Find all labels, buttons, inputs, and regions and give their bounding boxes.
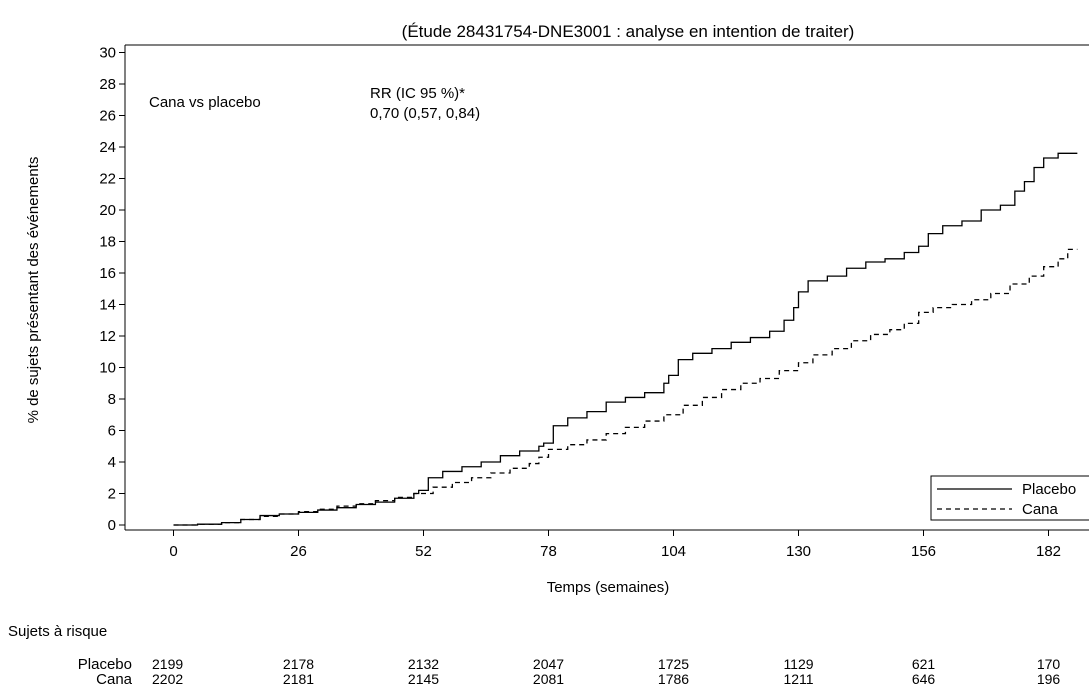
risk-count-cana: 2181: [283, 671, 314, 687]
risk-count-placebo: 170: [1037, 656, 1061, 672]
risk-count-cana: 1211: [783, 671, 813, 687]
y-tick-label: 12: [99, 328, 116, 345]
x-tick-label: 0: [169, 543, 177, 560]
risk-count-placebo: 2178: [283, 656, 314, 672]
series-line-cana: [173, 248, 1078, 526]
risk-table-header: Sujets à risque: [8, 623, 107, 640]
risk-count-placebo: 2199: [152, 656, 183, 672]
y-tick-label: 16: [99, 265, 116, 282]
series-layer: [173, 152, 1078, 526]
x-tick-label: 26: [290, 543, 307, 560]
risk-count-cana: 2202: [152, 671, 183, 687]
y-tick-label: 26: [99, 108, 116, 125]
risk-table-values: 2199 2178 2132 2047 1725 1129 621 170 2202 2181 21…: [152, 656, 1060, 687]
y-tick-label: 0: [108, 517, 116, 534]
legend-box: [930, 475, 1089, 521]
risk-count-cana: 1786: [658, 671, 689, 687]
y-tick-label: 8: [108, 391, 116, 408]
x-tick-label: 104: [661, 543, 686, 560]
risk-count-placebo: 1725: [658, 656, 689, 672]
plot-frame: [124, 44, 1089, 531]
x-tick-label: 130: [786, 543, 811, 560]
risk-count-cana: 2081: [533, 671, 564, 687]
rr-header-annotation: RR (IC 95 %)*: [370, 85, 465, 102]
risk-row-label-placebo: Placebo: [78, 656, 132, 673]
legend: Placebo Cana: [930, 475, 1089, 521]
risk-count-placebo: 621: [912, 656, 936, 672]
y-tick-label: 30: [99, 45, 116, 62]
x-tick-label: 52: [415, 543, 432, 560]
y-tick-label: 2: [108, 486, 116, 503]
y-axis-label: % de sujets présentant des événements: [25, 157, 42, 424]
risk-count-placebo: 2132: [408, 656, 439, 672]
y-tick-label: 18: [99, 234, 116, 251]
y-tick-label: 10: [99, 360, 116, 377]
x-axis-label: Temps (semaines): [547, 579, 670, 596]
comparison-annotation: Cana vs placebo: [149, 94, 261, 111]
risk-count-cana: 646: [912, 671, 936, 687]
risk-count-cana: 196: [1037, 671, 1061, 687]
y-tick-label: 6: [108, 423, 116, 440]
rr-value-annotation: 0,70 (0,57, 0,84): [370, 105, 480, 122]
legend-label-placebo: Placebo: [1022, 481, 1076, 498]
x-tick-label: 156: [911, 543, 936, 560]
risk-count-cana: 2145: [408, 671, 439, 687]
y-tick-label: 4: [108, 454, 116, 471]
x-tick-label: 182: [1036, 543, 1061, 560]
y-tick-label: 24: [99, 139, 116, 156]
risk-row-label-cana: Cana: [96, 671, 133, 687]
y-tick-label: 22: [99, 171, 116, 188]
chart-title: (Étude 28431754-DNE3001 : analyse en int…: [402, 22, 855, 41]
x-tick-label: 78: [540, 543, 557, 560]
x-axis: 0 26 52 78 104 130 156 182: [169, 530, 1061, 560]
y-tick-label: 14: [99, 297, 116, 314]
risk-count-placebo: 1129: [783, 656, 813, 672]
series-line-placebo: [173, 152, 1078, 526]
y-tick-label: 20: [99, 202, 116, 219]
y-tick-label: 28: [99, 76, 116, 93]
legend-label-cana: Cana: [1022, 501, 1059, 518]
risk-count-placebo: 2047: [533, 656, 564, 672]
